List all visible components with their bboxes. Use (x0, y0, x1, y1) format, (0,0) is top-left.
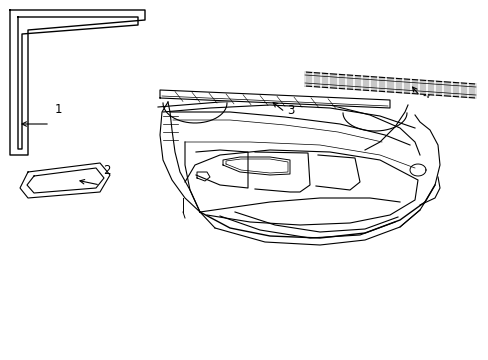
Text: 4: 4 (421, 88, 428, 101)
Polygon shape (27, 168, 104, 193)
Polygon shape (18, 17, 138, 149)
Text: 3: 3 (286, 104, 294, 117)
Polygon shape (10, 10, 145, 155)
Polygon shape (160, 90, 389, 108)
Text: 2: 2 (103, 164, 110, 177)
Polygon shape (305, 72, 475, 98)
Polygon shape (20, 163, 110, 198)
Text: 1: 1 (55, 103, 62, 116)
